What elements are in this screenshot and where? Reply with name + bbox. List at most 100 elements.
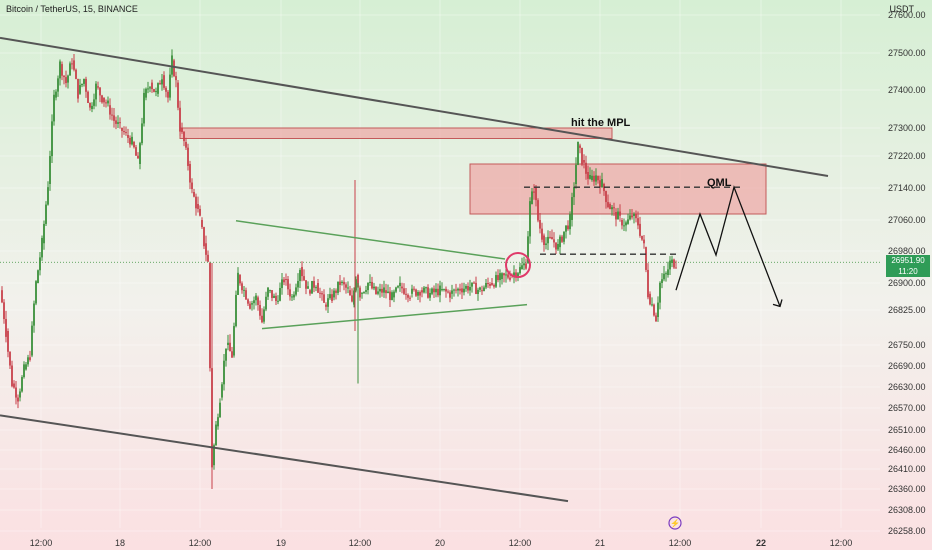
candle-body: [463, 288, 465, 293]
candle-body: [1, 290, 3, 303]
candle-body: [351, 295, 353, 302]
candle-body: [151, 82, 153, 90]
lightning-icon[interactable]: ⚡: [668, 516, 682, 530]
candle-body: [571, 197, 573, 220]
candle-body: [453, 289, 455, 291]
candle-body: [7, 331, 9, 352]
candle-body: [217, 417, 219, 427]
candle-body: [491, 283, 493, 285]
candle-body: [651, 304, 653, 306]
candle-body: [201, 220, 203, 228]
candle-body: [23, 364, 25, 378]
candle-body: [177, 82, 179, 108]
candle-body: [189, 164, 191, 183]
candle-body: [253, 300, 255, 304]
last-price-tag: 26951.90 11:20: [886, 255, 930, 277]
candle-body: [495, 275, 497, 287]
candle-body: [93, 99, 95, 106]
candle-body: [559, 236, 561, 248]
candle-body: [449, 292, 451, 298]
candle-body: [371, 281, 373, 289]
candle-body: [339, 281, 341, 286]
candle-body: [471, 282, 473, 287]
candle-body: [165, 87, 167, 92]
candle-body: [345, 284, 347, 288]
candle-body: [675, 267, 677, 269]
candle-body: [123, 130, 125, 133]
candle-body: [643, 239, 645, 244]
candle-body: [155, 91, 157, 93]
candle-body: [265, 296, 267, 310]
y-tick-label: 27140.00: [888, 183, 926, 193]
y-tick-label: 26510.00: [888, 425, 926, 435]
candle-body: [195, 196, 197, 209]
candle-body: [359, 287, 361, 298]
candle-body: [661, 279, 663, 283]
y-tick-label: 26750.00: [888, 340, 926, 350]
candle-body: [669, 260, 671, 270]
candle-body: [527, 236, 529, 263]
candle-body: [607, 202, 609, 208]
candle-body: [437, 288, 439, 296]
candle-body: [149, 87, 151, 89]
candle-body: [617, 211, 619, 220]
candle-body: [183, 131, 185, 142]
candle-body: [249, 303, 251, 309]
candle-body: [489, 283, 491, 286]
candle-body: [555, 242, 557, 250]
candle-body: [397, 286, 399, 288]
candle-body: [601, 179, 603, 188]
candle-body: [655, 315, 657, 322]
candle-body: [229, 342, 231, 352]
candle-body: [205, 243, 207, 255]
candle-body: [135, 147, 137, 156]
candle-body: [473, 282, 475, 284]
candle-body: [433, 288, 435, 293]
candle-body: [97, 86, 99, 88]
candle-body: [639, 223, 641, 236]
candle-body: [443, 288, 445, 290]
candle-body: [279, 288, 281, 301]
candle-body: [503, 273, 505, 276]
x-tick-label: 12:00: [349, 538, 372, 548]
candle-body: [91, 105, 93, 109]
candle-body: [519, 267, 521, 274]
x-tick-label: 12:00: [30, 538, 53, 548]
candle-body: [483, 287, 485, 292]
candle-body: [173, 60, 175, 77]
candle-body: [259, 304, 261, 316]
candle-body: [441, 289, 443, 291]
candle-body: [127, 135, 129, 138]
candle-body: [445, 288, 447, 292]
candle-body: [565, 225, 567, 232]
y-tick-label: 26360.00: [888, 484, 926, 494]
candle-body: [71, 63, 73, 65]
candle-body: [95, 83, 97, 100]
candle-body: [11, 365, 13, 387]
candle-body: [459, 288, 461, 291]
candle-body: [171, 55, 173, 75]
x-tick-label: 12:00: [189, 538, 212, 548]
candle-body: [467, 285, 469, 291]
candle-body: [447, 291, 449, 293]
candle-body: [117, 122, 119, 124]
candle-body: [305, 280, 307, 289]
candle-body: [207, 254, 209, 262]
candle-body: [137, 155, 139, 159]
candle-body: [529, 201, 531, 237]
candle-body: [125, 132, 127, 134]
candle-body: [429, 292, 431, 298]
candle-body: [343, 281, 345, 285]
candle-body: [35, 281, 37, 304]
candle-body: [15, 387, 17, 398]
candle-body: [233, 326, 235, 356]
candle-body: [535, 188, 537, 201]
candle-body: [185, 142, 187, 148]
candle-body: [501, 273, 503, 279]
y-tick-label: 26258.00: [888, 526, 926, 536]
candle-body: [619, 211, 621, 216]
candle-body: [161, 79, 163, 85]
candle-body: [29, 357, 31, 360]
